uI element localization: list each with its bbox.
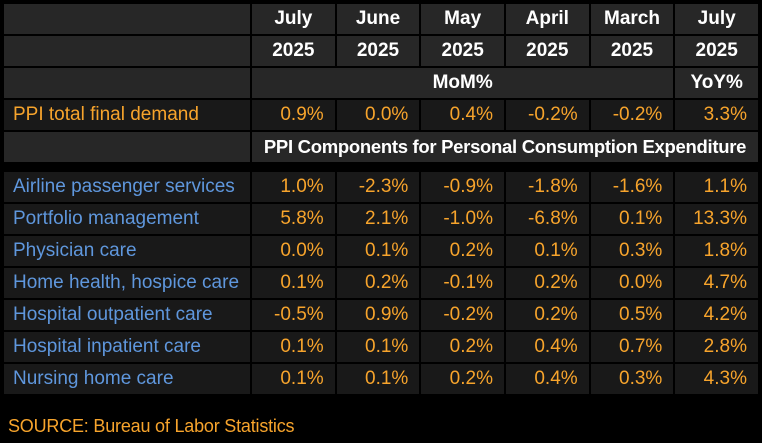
section-divider: [4, 164, 758, 170]
component-value: 0.9%: [336, 300, 420, 330]
ppi-data-table: July June May April March July 2025 2025…: [4, 4, 758, 394]
component-value: 1.8%: [675, 236, 758, 266]
component-value: 0.0%: [590, 268, 674, 298]
component-value: 0.4%: [505, 364, 589, 394]
component-value: -6.8%: [505, 204, 589, 234]
component-value: -0.9%: [421, 172, 504, 202]
component-value: -0.2%: [421, 300, 504, 330]
mom-header: MoM%: [252, 68, 674, 98]
component-value: 0.2%: [505, 268, 589, 298]
component-value: 4.2%: [675, 300, 758, 330]
component-value: -1.6%: [590, 172, 674, 202]
component-value: 0.7%: [590, 332, 674, 362]
year-header: 2025: [505, 36, 589, 66]
total-value: 0.4%: [421, 100, 504, 130]
total-value: 0.0%: [336, 100, 420, 130]
component-value: -2.3%: [336, 172, 420, 202]
year-header: 2025: [252, 36, 335, 66]
total-value: 3.3%: [675, 100, 758, 130]
component-row-label: Home health, hospice care: [4, 268, 250, 298]
component-value: 1.0%: [252, 172, 335, 202]
source-note: SOURCE: Bureau of Labor Statistics: [8, 416, 295, 436]
component-value: 0.2%: [421, 364, 504, 394]
component-value: 0.1%: [252, 268, 335, 298]
component-value: 2.1%: [336, 204, 420, 234]
component-value: 4.3%: [675, 364, 758, 394]
component-value: 0.1%: [590, 204, 674, 234]
year-header: 2025: [336, 36, 420, 66]
component-value: -1.0%: [421, 204, 504, 234]
component-row-label: Physician care: [4, 236, 250, 266]
component-value: 4.7%: [675, 268, 758, 298]
component-value: 0.0%: [252, 236, 335, 266]
component-value: 0.3%: [590, 364, 674, 394]
component-row-label: Airline passenger services: [4, 172, 250, 202]
component-value: 0.2%: [505, 300, 589, 330]
yoy-header: YoY%: [675, 68, 758, 98]
month-header: May: [421, 4, 504, 34]
month-header: April: [505, 4, 589, 34]
section-title: PPI Components for Personal Consumption …: [252, 132, 758, 162]
component-value: 0.1%: [252, 364, 335, 394]
component-value: 5.8%: [252, 204, 335, 234]
month-header: July: [675, 4, 758, 34]
component-value: 13.3%: [675, 204, 758, 234]
component-value: 0.1%: [336, 332, 420, 362]
component-value: 0.2%: [421, 236, 504, 266]
component-value: 0.2%: [336, 268, 420, 298]
component-row-label: Hospital outpatient care: [4, 300, 250, 330]
total-value: 0.9%: [252, 100, 335, 130]
year-header: 2025: [590, 36, 674, 66]
month-header: March: [590, 4, 674, 34]
component-value: 0.3%: [590, 236, 674, 266]
component-value: 0.1%: [336, 236, 420, 266]
total-row-label: PPI total final demand: [4, 100, 250, 130]
component-value: -0.1%: [421, 268, 504, 298]
component-value: -0.5%: [252, 300, 335, 330]
component-value: 0.1%: [252, 332, 335, 362]
year-header: 2025: [675, 36, 758, 66]
total-value: -0.2%: [505, 100, 589, 130]
component-row-label: Nursing home care: [4, 364, 250, 394]
component-value: 0.1%: [505, 236, 589, 266]
corner-blank-cell: [4, 36, 250, 66]
component-value: 0.4%: [505, 332, 589, 362]
component-value: 0.1%: [336, 364, 420, 394]
component-value: 0.2%: [421, 332, 504, 362]
section-blank-cell: [4, 132, 250, 162]
component-value: 1.1%: [675, 172, 758, 202]
year-header: 2025: [421, 36, 504, 66]
corner-blank-cell: [4, 4, 250, 34]
component-value: 2.8%: [675, 332, 758, 362]
component-row-label: Portfolio management: [4, 204, 250, 234]
month-header: July: [252, 4, 335, 34]
total-value: -0.2%: [590, 100, 674, 130]
component-row-label: Hospital inpatient care: [4, 332, 250, 362]
month-header: June: [336, 4, 420, 34]
corner-blank-cell: [4, 68, 250, 98]
component-value: -1.8%: [505, 172, 589, 202]
component-value: 0.5%: [590, 300, 674, 330]
